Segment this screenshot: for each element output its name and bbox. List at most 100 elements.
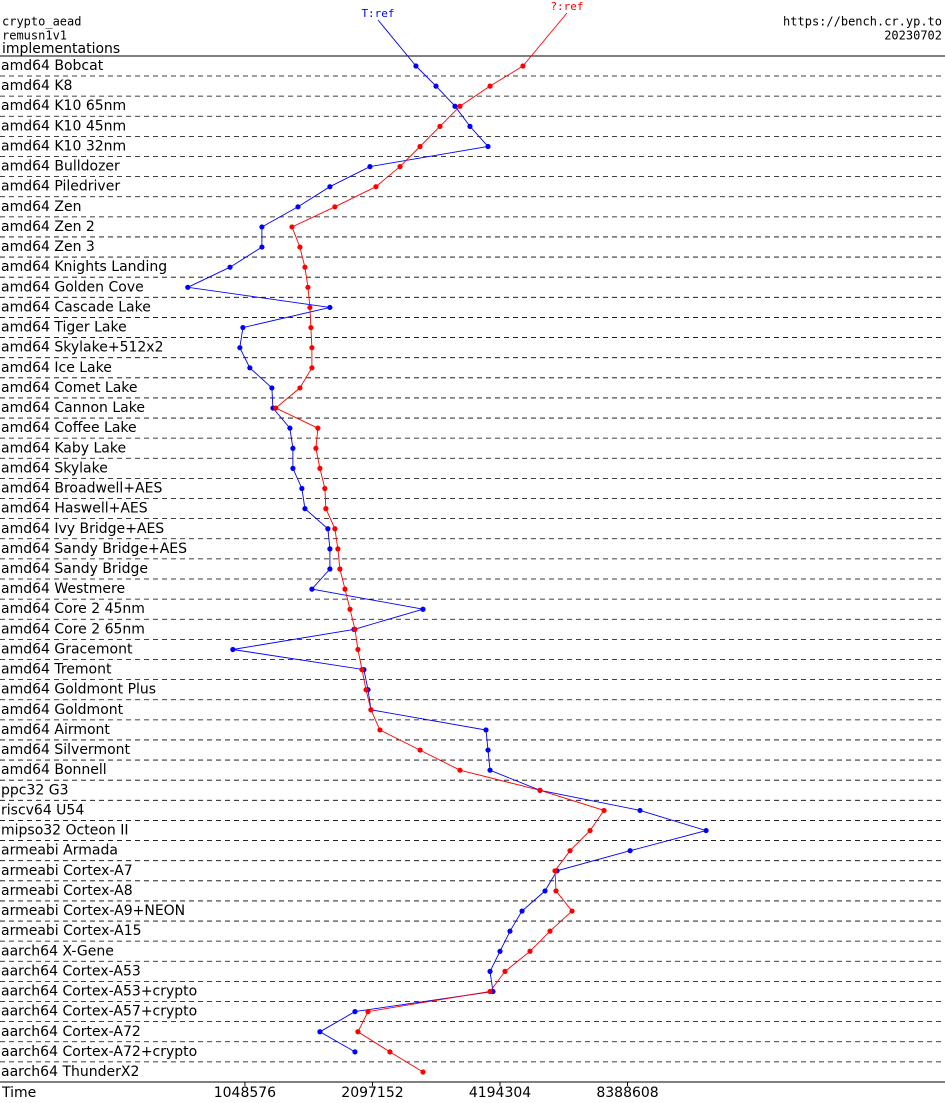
category-label: mipso32 Octeon II <box>1 823 129 839</box>
point <box>295 204 301 210</box>
point <box>308 324 314 331</box>
point <box>290 445 296 451</box>
point <box>355 1029 361 1035</box>
category-label: amd64 Sandy Bridge+AES <box>1 541 187 557</box>
category-label: amd64 K10 65nm <box>1 98 126 114</box>
point <box>485 747 491 753</box>
point <box>315 425 321 431</box>
point <box>332 204 338 210</box>
point <box>601 807 607 814</box>
point <box>433 83 439 89</box>
point <box>269 385 275 391</box>
point <box>352 1009 358 1015</box>
point <box>337 566 343 572</box>
point <box>230 646 236 653</box>
point <box>367 164 373 170</box>
category-label: armeabi Cortex-A15 <box>1 923 142 939</box>
category-label: amd64 Comet Lake <box>1 380 138 396</box>
category-label: armeabi Cortex-A9+NEON <box>1 903 185 919</box>
header-left: remusn1v1 <box>2 29 67 43</box>
point <box>240 324 246 331</box>
category-label: amd64 Broadwell+AES <box>1 481 162 497</box>
category-label: amd64 Gracemont <box>1 641 133 657</box>
category-label: amd64 K8 <box>1 78 72 94</box>
point <box>487 767 493 773</box>
point <box>305 284 311 290</box>
point <box>502 968 508 975</box>
category-label: amd64 Skylake <box>1 460 108 476</box>
point <box>373 184 379 190</box>
category-label: amd64 Zen 2 <box>1 219 95 235</box>
point <box>273 405 279 411</box>
point <box>309 365 315 371</box>
point <box>487 83 493 89</box>
legend-label: ?:ref <box>550 0 583 13</box>
x-tick-label: 4194304 <box>469 1085 531 1101</box>
category-label: amd64 Goldmont <box>1 702 124 718</box>
point <box>452 103 458 109</box>
point <box>487 968 493 975</box>
category-label: aarch64 X-Gene <box>1 943 114 959</box>
point <box>342 586 348 592</box>
point <box>290 465 296 471</box>
point <box>485 143 491 150</box>
point <box>437 123 443 129</box>
point <box>309 586 315 592</box>
point <box>467 123 473 129</box>
point <box>347 606 353 612</box>
category-label: aarch64 Cortex-A57+crypto <box>1 1004 197 1020</box>
x-axis-label: Time <box>1 1085 36 1101</box>
point <box>297 244 303 250</box>
series-line <box>186 65 708 1053</box>
category-label: amd64 Tiger Lake <box>1 320 127 336</box>
category-label: amd64 Knights Landing <box>1 259 167 275</box>
point <box>365 1009 371 1015</box>
category-label: amd64 Bobcat <box>1 58 104 74</box>
category-label: amd64 Piledriver <box>1 179 120 195</box>
category-label: amd64 Cascade Lake <box>1 299 151 315</box>
point <box>519 908 525 914</box>
point <box>299 485 305 492</box>
x-tick-label: 2097152 <box>341 1085 403 1101</box>
point <box>327 566 333 572</box>
x-tick-label: 1048576 <box>214 1085 276 1101</box>
point <box>703 827 709 834</box>
point <box>547 928 553 934</box>
category-label: amd64 Sandy Bridge <box>1 561 148 577</box>
point <box>387 1049 393 1055</box>
point <box>483 727 489 733</box>
point <box>327 184 333 190</box>
point <box>352 626 358 632</box>
point <box>185 284 191 290</box>
point <box>227 264 233 270</box>
point <box>327 546 333 552</box>
header-left: crypto_aead <box>2 15 81 29</box>
point <box>552 868 558 874</box>
point <box>368 707 374 713</box>
point <box>327 304 333 311</box>
point <box>352 1049 358 1055</box>
point <box>363 687 369 693</box>
point <box>355 646 361 653</box>
category-label: amd64 Bonnell <box>1 762 107 778</box>
category-label: amd64 Zen <box>1 199 81 215</box>
point <box>247 365 253 371</box>
point <box>359 667 365 673</box>
point <box>542 888 548 894</box>
point <box>323 506 329 512</box>
category-label: armeabi Cortex-A7 <box>1 863 133 879</box>
point <box>259 244 265 250</box>
category-label: amd64 Ivy Bridge+AES <box>1 521 164 537</box>
point <box>520 63 526 69</box>
category-label: aarch64 Cortex-A72 <box>1 1024 141 1040</box>
point <box>569 908 575 914</box>
category-label: amd64 Tremont <box>1 662 112 678</box>
category-label: amd64 Haswell+AES <box>1 501 148 517</box>
category-label: armeabi Cortex-A8 <box>1 883 133 899</box>
category-label: amd64 Golden Cove <box>1 279 144 295</box>
category-label: amd64 Zen 3 <box>1 239 95 255</box>
point <box>302 506 308 512</box>
category-label: amd64 Ice Lake <box>1 360 112 376</box>
point <box>297 385 303 391</box>
